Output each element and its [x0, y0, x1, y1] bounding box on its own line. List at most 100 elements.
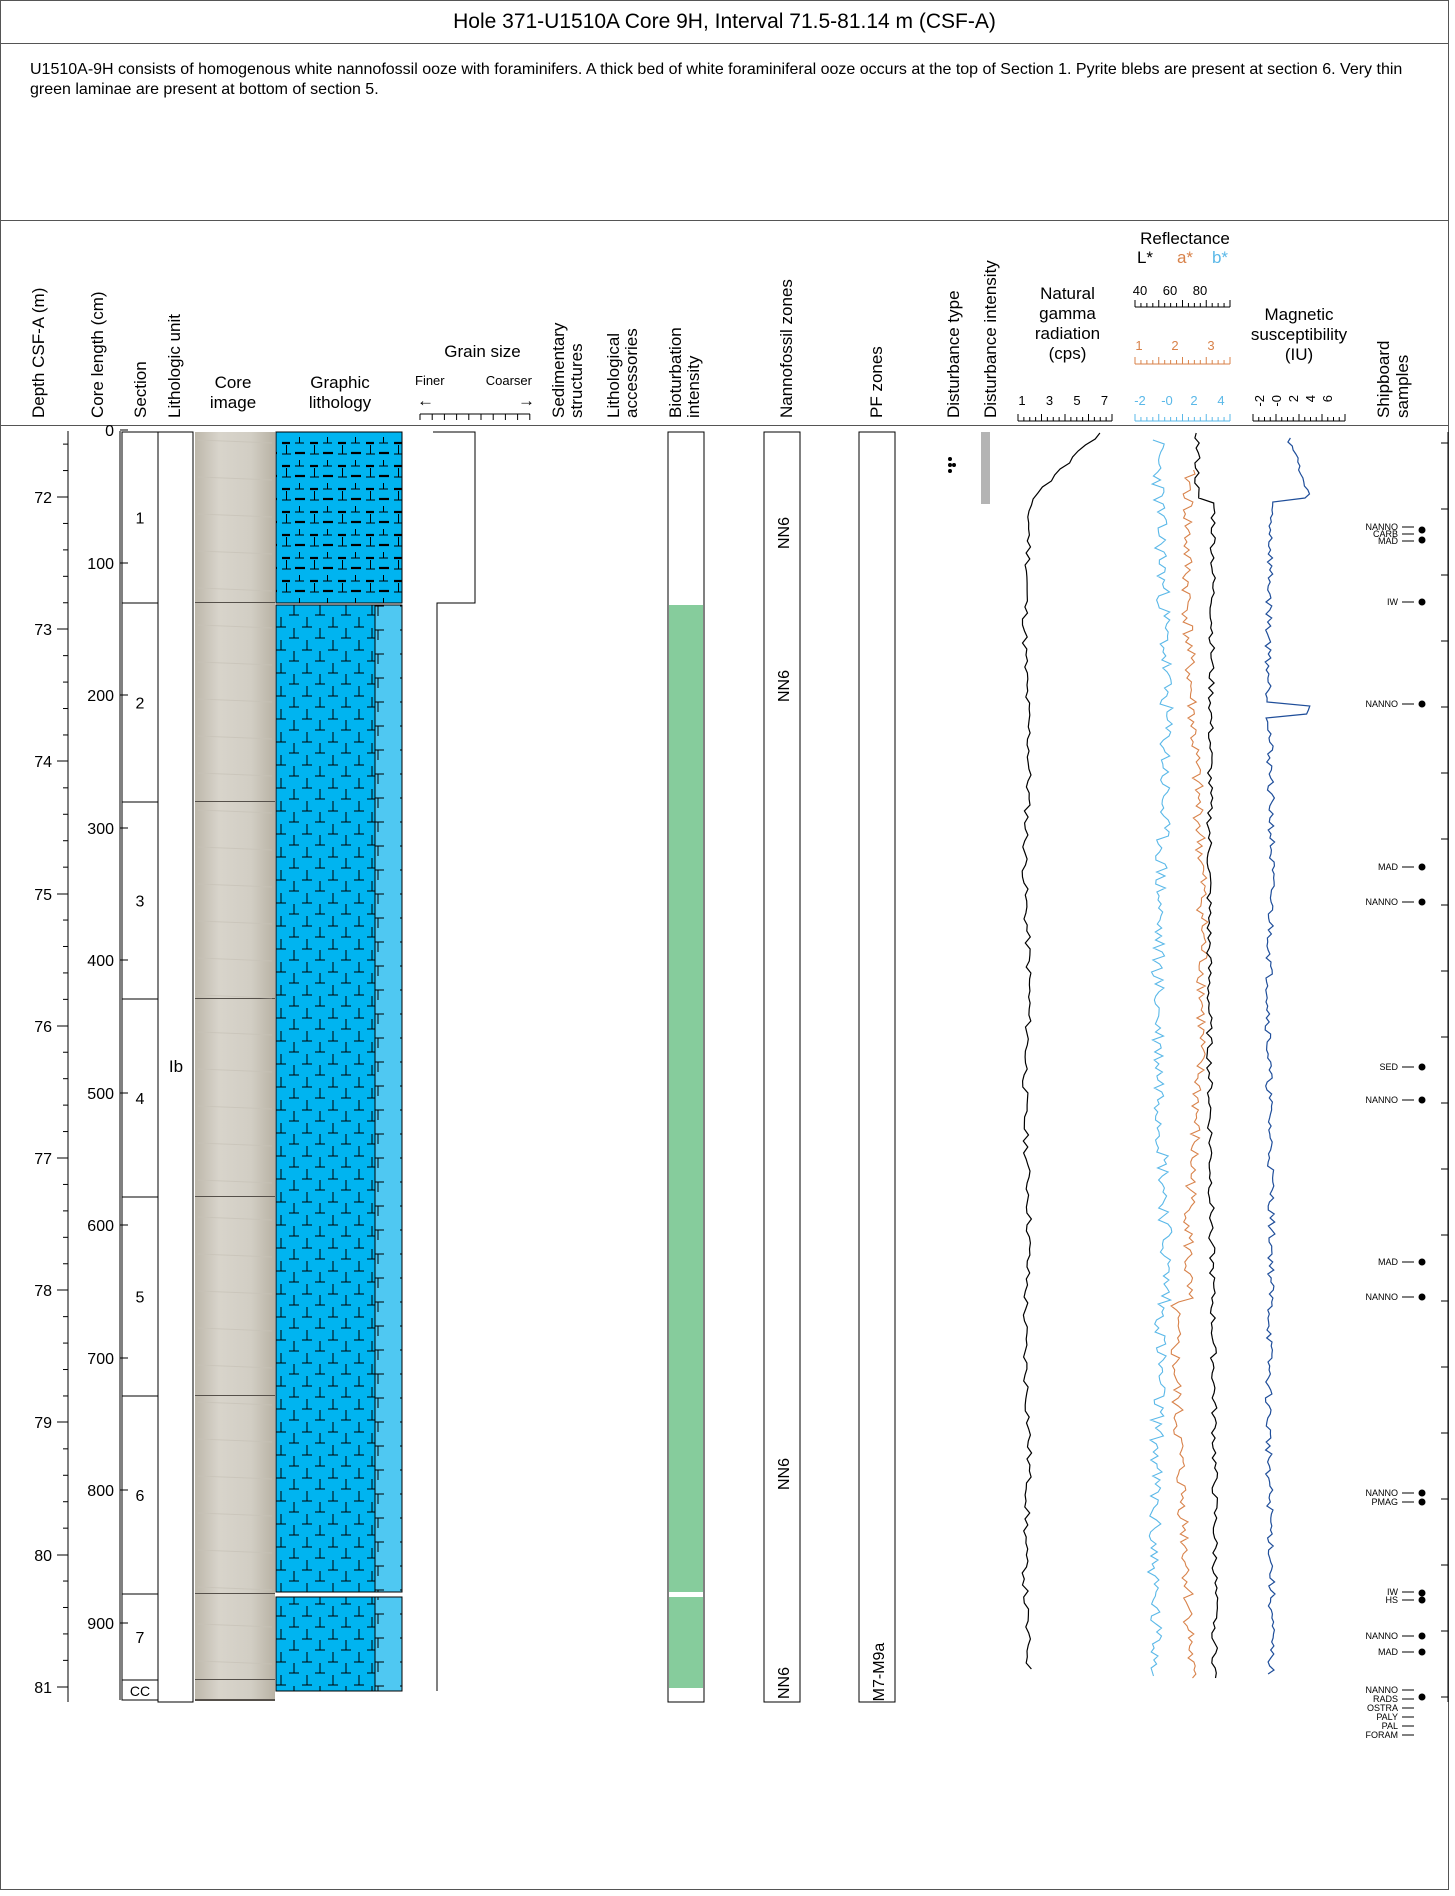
pf-zones-column: M7-M9a — [858, 431, 896, 1703]
core-image-texture — [197, 1438, 273, 1443]
sample-dot — [1418, 1693, 1426, 1701]
depth-tick-label: 79 — [34, 1415, 52, 1432]
core-image-texture — [197, 1105, 273, 1110]
lithologic-unit-label: Ib — [169, 1057, 183, 1076]
ngr-scale-label: 1 — [1018, 393, 1025, 408]
b-scale-label: -0 — [1161, 393, 1173, 408]
section-label: 6 — [136, 1488, 145, 1505]
header-ngr-1: Natural — [1040, 284, 1095, 303]
a-scale-label: 2 — [1171, 338, 1178, 353]
bioturbation-fill-1 — [669, 605, 703, 1592]
core-image-section — [195, 1197, 275, 1396]
sample-dot — [1418, 1596, 1426, 1604]
lithology-nannofossil-ooze-1 — [275, 604, 376, 1593]
header-ms-2: susceptibility — [1250, 325, 1348, 344]
section-label: 5 — [136, 1290, 145, 1307]
a-scale-label: 3 — [1207, 338, 1214, 353]
a-star-curve — [1170, 469, 1209, 1679]
header-ms-3: (IU) — [1284, 345, 1314, 364]
ms-scale-label: -2 — [1252, 395, 1267, 407]
legend-b-star: b* — [1211, 248, 1229, 267]
grain-size-column — [419, 413, 531, 1691]
section-label: 2 — [136, 696, 145, 713]
sample-label: PALY — [1376, 1712, 1398, 1722]
legend-L-star: L* — [1136, 248, 1154, 267]
core-image-texture — [197, 1068, 273, 1073]
sample-label: PAL — [1382, 1721, 1398, 1731]
sample-dot — [1418, 1063, 1426, 1071]
lithology-foraminiferal-ooze — [275, 431, 403, 604]
depth-tick-label: 76 — [34, 1019, 52, 1036]
core-image-texture — [197, 994, 273, 999]
core-image-section — [195, 432, 275, 603]
core-image-texture — [197, 1586, 273, 1591]
core-image-texture — [197, 1327, 273, 1332]
core-length-tick-label: 700 — [87, 1351, 114, 1368]
core-image-texture — [197, 883, 273, 888]
sample-dot — [1418, 1648, 1426, 1656]
sample-label: NANNO — [1365, 1488, 1398, 1498]
core-image-texture — [197, 735, 273, 740]
core-image-texture — [197, 1401, 273, 1406]
core-image-texture — [197, 587, 273, 592]
core-image-texture — [197, 1512, 273, 1517]
grain-size-profile — [433, 431, 476, 1691]
sample-label: NANNO — [1365, 522, 1398, 532]
core-image-texture — [197, 1623, 273, 1628]
a-scale-label: 1 — [1135, 338, 1142, 353]
core-image-texture — [197, 1660, 273, 1665]
nanno-zone-label-2: NN6 — [776, 670, 793, 702]
core-image-texture — [197, 772, 273, 777]
core-image-texture — [197, 1549, 273, 1554]
core-image-texture — [197, 920, 273, 925]
core-image-texture — [197, 1179, 273, 1184]
sample-label: RADS — [1373, 1694, 1398, 1704]
section-label: 3 — [136, 894, 145, 911]
core-length-tick-label: 0 — [105, 423, 114, 440]
lithology-nannofossil-ooze-2 — [275, 1596, 376, 1692]
sample-dot — [1418, 1489, 1426, 1497]
depth-tick-label: 81 — [34, 1680, 52, 1697]
sample-label: MAD — [1378, 1257, 1399, 1267]
header-ngr-4: (cps) — [1048, 344, 1087, 363]
sample-dot — [1418, 1589, 1426, 1597]
sample-label: NANNO — [1365, 897, 1398, 907]
core-image-texture — [197, 1253, 273, 1258]
header-core-image-2: image — [209, 393, 257, 412]
b-scale-label: 2 — [1190, 393, 1197, 408]
depth-tick-label: 75 — [34, 887, 52, 904]
core-image-texture — [197, 1031, 273, 1036]
core-image-texture — [197, 1364, 273, 1369]
core-image-texture — [197, 439, 273, 444]
depth-tick-label: 78 — [34, 1283, 52, 1300]
section-label: 4 — [136, 1091, 145, 1108]
depth-tick-label: 74 — [34, 754, 52, 771]
core-image-section — [195, 603, 275, 802]
sample-dot — [1418, 863, 1426, 871]
bioturbation-column — [667, 431, 705, 1703]
magnetic-susceptibility-curve — [1264, 437, 1311, 1675]
core-summary-text: U1510A-9H consists of homogenous white n… — [30, 61, 1403, 98]
sample-dot — [1418, 1632, 1426, 1640]
header-graphic-1: Graphic — [310, 373, 370, 392]
lithology-foraminifer-accessory-1 — [374, 604, 403, 1593]
disturbance-type-icon — [948, 457, 956, 473]
depth-tick-label: 73 — [34, 622, 52, 639]
sample-dot — [1418, 526, 1426, 534]
sample-label: MAD — [1378, 536, 1399, 546]
sample-label: PMAG — [1371, 1497, 1398, 1507]
ms-scale-label: 6 — [1320, 395, 1335, 402]
header-core-image-1: Core — [214, 373, 252, 392]
core-image-texture — [197, 624, 273, 629]
core-image-section — [195, 1594, 275, 1680]
L-scale-label: 80 — [1193, 283, 1207, 298]
core-length-tick-label: 600 — [87, 1218, 114, 1235]
core-image-texture — [197, 513, 273, 518]
core-image-texture — [197, 476, 273, 481]
header-divider-bottom — [0, 425, 1449, 426]
sample-label: FORAM — [1366, 1730, 1399, 1740]
b-star-curve — [1146, 439, 1175, 1677]
sample-dot — [1418, 898, 1426, 906]
sample-label: MAD — [1378, 862, 1399, 872]
sample-dot — [1418, 1498, 1426, 1506]
